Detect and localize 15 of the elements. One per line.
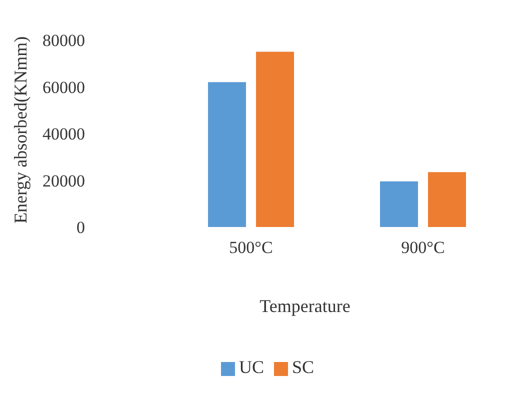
bar xyxy=(380,181,418,227)
y-tick-label: 20000 xyxy=(42,171,85,190)
y-tick-label: 80000 xyxy=(42,31,85,50)
y-axis-title: Energy absorbed(KNmm) xyxy=(10,36,30,224)
legend-label: UC xyxy=(238,357,264,377)
bar xyxy=(256,52,294,227)
legend-label: SC xyxy=(292,357,314,377)
x-tick-label: 900°C xyxy=(401,238,445,258)
y-tick-label: 0 xyxy=(76,218,85,238)
y-tick-label: 40000 xyxy=(42,124,85,144)
y-tick-label: 60000 xyxy=(42,78,85,97)
x-axis-title: Temperature xyxy=(260,296,350,316)
bar xyxy=(208,82,246,227)
bar xyxy=(428,172,466,227)
x-tick-label: 500°C xyxy=(229,238,273,258)
